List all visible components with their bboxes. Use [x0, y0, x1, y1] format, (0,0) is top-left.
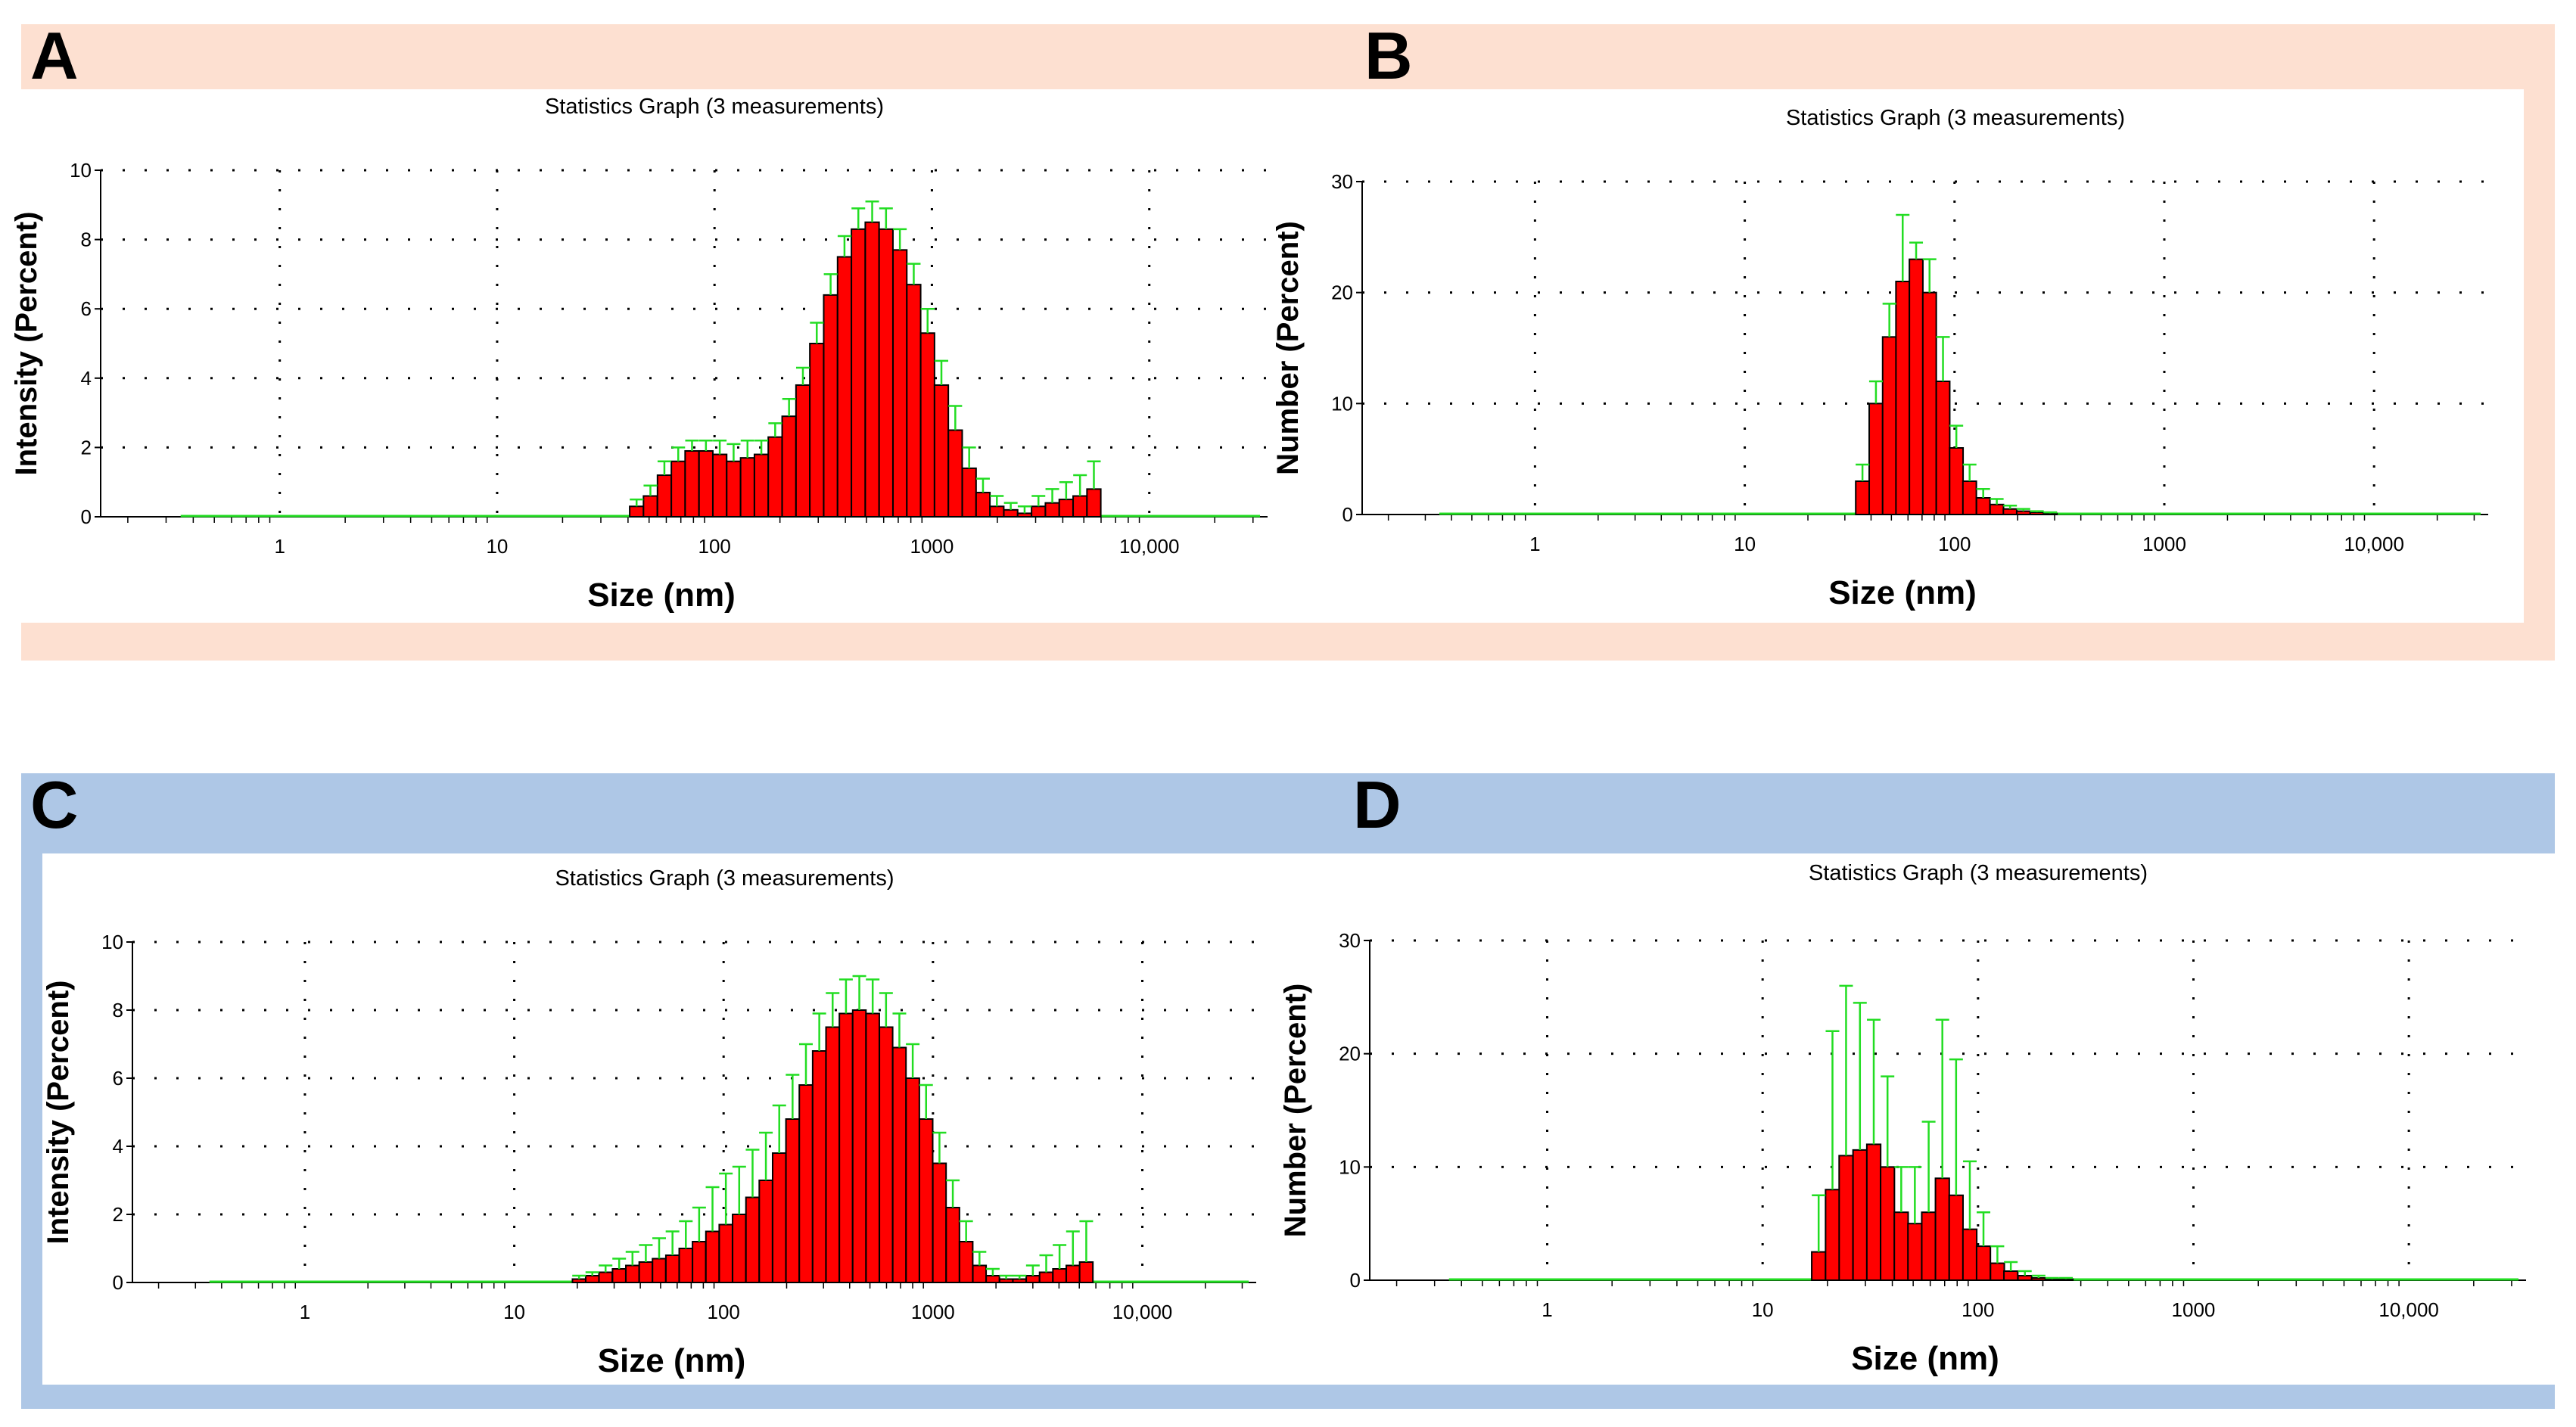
x-axis-label: Size (nm) — [598, 1342, 746, 1379]
x-axis-label: Size (nm) — [587, 577, 736, 614]
y-tick-label: 20 — [1331, 281, 1353, 304]
bar — [2058, 1278, 2074, 1281]
x-tick-label: 1 — [1529, 533, 1540, 555]
bar — [1880, 1166, 1896, 1282]
y-tick-label: 2 — [113, 1203, 123, 1226]
chart-title: Statistics Graph (3 measurements) — [555, 866, 894, 891]
x-tick-label: 10 — [486, 535, 508, 558]
chart-title: Statistics Graph (3 measurements) — [1809, 861, 2148, 885]
y-tick-label: 2 — [81, 436, 92, 459]
x-tick-label: 10,000 — [2344, 533, 2404, 555]
y-tick-label: 6 — [113, 1067, 123, 1090]
x-tick-label: 1 — [274, 535, 285, 558]
bar — [1838, 1155, 1854, 1282]
bar — [1865, 1143, 1882, 1282]
y-tick-label: 6 — [81, 297, 92, 320]
panel-d-background — [1281, 853, 2555, 1385]
x-tick-label: 100 — [1962, 1298, 1994, 1321]
bar — [1975, 1245, 1992, 1281]
x-axis-label-background — [1778, 561, 2027, 613]
y-tick-label: 0 — [1350, 1269, 1361, 1292]
bar — [1962, 1228, 1978, 1282]
x-axis-label: Size (nm) — [1828, 574, 1977, 611]
panel-a-background — [21, 89, 1266, 623]
y-tick-label: 0 — [113, 1271, 123, 1294]
y-tick-label: 30 — [1339, 929, 1361, 952]
x-tick-label: 100 — [698, 535, 730, 558]
y-tick-label: 4 — [113, 1135, 123, 1158]
y-axis-label: Intensity (Percent) — [10, 212, 43, 476]
x-tick-label: 100 — [1938, 533, 1971, 555]
chart-title: Statistics Graph (3 measurements) — [1786, 106, 2125, 130]
bar — [1948, 1194, 1964, 1281]
x-tick-label: 10,000 — [2378, 1298, 2439, 1321]
bar — [1907, 1223, 1923, 1281]
x-tick-label: 10 — [503, 1301, 525, 1323]
y-tick-label: 20 — [1339, 1043, 1361, 1065]
y-tick-label: 0 — [81, 505, 92, 528]
bar — [1825, 1189, 1840, 1282]
y-axis-label: Intensity (Percent) — [42, 981, 75, 1245]
x-axis-label: Size (nm) — [1851, 1340, 1999, 1377]
bar — [1852, 1149, 1868, 1281]
bar — [2044, 1278, 2060, 1281]
x-tick-label: 10 — [1752, 1298, 1774, 1321]
y-tick-label: 10 — [101, 931, 123, 953]
x-tick-label: 1000 — [911, 1301, 955, 1323]
panel-letter-d: D — [1353, 767, 1402, 842]
bar — [1921, 1211, 1937, 1281]
x-tick-label: 1000 — [2172, 1298, 2216, 1321]
x-tick-label: 1 — [1542, 1298, 1552, 1321]
panel-letter-c: C — [30, 767, 79, 842]
x-tick-label: 1000 — [2142, 533, 2186, 555]
x-tick-label: 10,000 — [1119, 535, 1180, 558]
x-axis-label-background — [1800, 1327, 2050, 1379]
y-axis-label: Number (Percent) — [1271, 221, 1305, 475]
bar — [1990, 1262, 2005, 1282]
y-tick-label: 4 — [81, 367, 92, 390]
y-tick-label: 10 — [1331, 392, 1353, 415]
panel-letter-a: A — [30, 18, 79, 93]
chart-title: Statistics Graph (3 measurements) — [545, 95, 884, 119]
bar — [2003, 1270, 2019, 1281]
x-tick-label: 100 — [708, 1301, 740, 1323]
panel-letter-b: B — [1364, 18, 1413, 93]
y-tick-label: 30 — [1331, 170, 1353, 193]
y-tick-label: 10 — [70, 159, 92, 182]
x-axis-label-background — [537, 564, 786, 615]
bar — [2017, 1275, 2033, 1281]
y-tick-label: 10 — [1339, 1155, 1361, 1178]
x-tick-label: 10,000 — [1112, 1301, 1173, 1323]
y-tick-label: 8 — [81, 229, 92, 251]
x-axis-label-background — [546, 1329, 797, 1381]
x-tick-label: 10 — [1734, 533, 1756, 555]
bar — [2030, 1277, 2046, 1282]
bar — [1893, 1211, 1909, 1281]
x-tick-label: 1 — [300, 1301, 310, 1323]
y-tick-label: 8 — [113, 999, 123, 1021]
y-tick-label: 0 — [1342, 503, 1353, 526]
bar — [1811, 1251, 1827, 1282]
y-axis-label: Number (Percent) — [1279, 984, 1312, 1238]
bar — [1934, 1177, 1950, 1282]
panel-c-background — [42, 853, 1281, 1385]
x-tick-label: 1000 — [910, 535, 954, 558]
